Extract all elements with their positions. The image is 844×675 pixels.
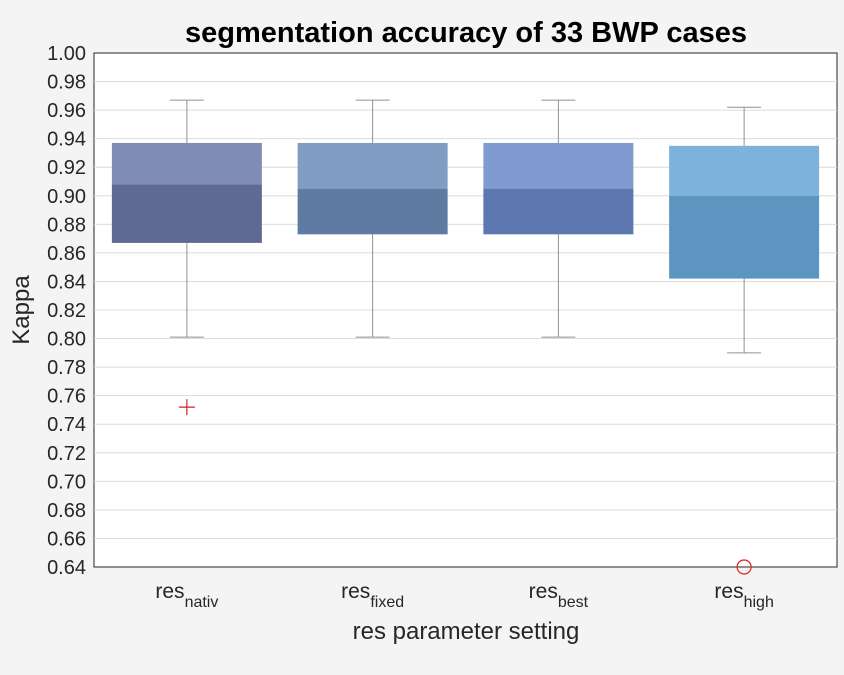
box-high bbox=[669, 106, 820, 575]
x-tick-base: res bbox=[529, 580, 558, 603]
y-tick-label: 1.00 bbox=[47, 43, 86, 65]
box-fixed bbox=[297, 99, 448, 338]
y-tick-label: 0.94 bbox=[47, 129, 86, 151]
y-tick-label: 0.88 bbox=[47, 214, 86, 236]
x-tick-subscript: fixed bbox=[370, 594, 404, 611]
y-axis-label: Kappa bbox=[8, 275, 35, 345]
y-tick-label: 0.92 bbox=[47, 157, 86, 179]
y-tick-label: 0.64 bbox=[47, 557, 86, 579]
chart-title: segmentation accuracy of 33 BWP cases bbox=[185, 17, 747, 49]
y-tick-label: 0.76 bbox=[47, 386, 86, 408]
y-tick-label: 0.70 bbox=[47, 471, 86, 493]
x-tick-label: resnativ bbox=[155, 580, 218, 611]
outlier-marker bbox=[736, 559, 752, 575]
x-tick-base: res bbox=[155, 580, 184, 603]
y-tick-label: 0.74 bbox=[47, 414, 86, 436]
x-tick-base: res bbox=[341, 580, 370, 603]
x-tick-labels: resnativ resfixed resbest reshigh bbox=[155, 580, 773, 611]
box-upper-quartile bbox=[111, 142, 262, 185]
x-tick-base: res bbox=[714, 580, 743, 603]
y-tick-label: 0.98 bbox=[47, 72, 86, 94]
box-best bbox=[483, 99, 634, 338]
y-tick-labels: 0.64 0.66 0.68 0.70 0.72 0.74 0.76 0.78 0.80 0.82… bbox=[47, 43, 86, 579]
x-tick-subscript: high bbox=[744, 594, 774, 611]
x-tick-subscript: nativ bbox=[185, 594, 219, 611]
boxes bbox=[111, 99, 820, 575]
box-lower-quartile bbox=[669, 195, 820, 279]
x-tick-subscript: best bbox=[558, 594, 589, 611]
box-upper-quartile bbox=[297, 142, 448, 189]
y-tick-label: 0.90 bbox=[47, 186, 86, 208]
x-tick-label: resbest bbox=[529, 580, 589, 611]
outlier-marker bbox=[178, 399, 195, 416]
box-lower-quartile bbox=[297, 188, 448, 235]
y-tick-label: 0.80 bbox=[47, 329, 86, 351]
y-tick-label: 0.66 bbox=[47, 528, 86, 550]
box-lower-quartile bbox=[483, 188, 634, 235]
box-lower-quartile bbox=[111, 184, 262, 243]
y-tick-label: 0.78 bbox=[47, 357, 86, 379]
y-tick-label: 0.84 bbox=[47, 271, 86, 293]
y-tick-label: 0.68 bbox=[47, 500, 86, 522]
box-nativ bbox=[111, 99, 262, 416]
box-upper-quartile bbox=[669, 145, 820, 196]
x-axis-label: res parameter setting bbox=[353, 618, 580, 645]
y-tick-label: 0.82 bbox=[47, 300, 86, 322]
y-tick-label: 0.86 bbox=[47, 243, 86, 265]
box-upper-quartile bbox=[483, 142, 634, 189]
x-tick-label: reshigh bbox=[714, 580, 773, 611]
y-tick-label: 0.72 bbox=[47, 443, 86, 465]
x-tick-label: resfixed bbox=[341, 580, 404, 611]
y-tick-label: 0.96 bbox=[47, 100, 86, 122]
